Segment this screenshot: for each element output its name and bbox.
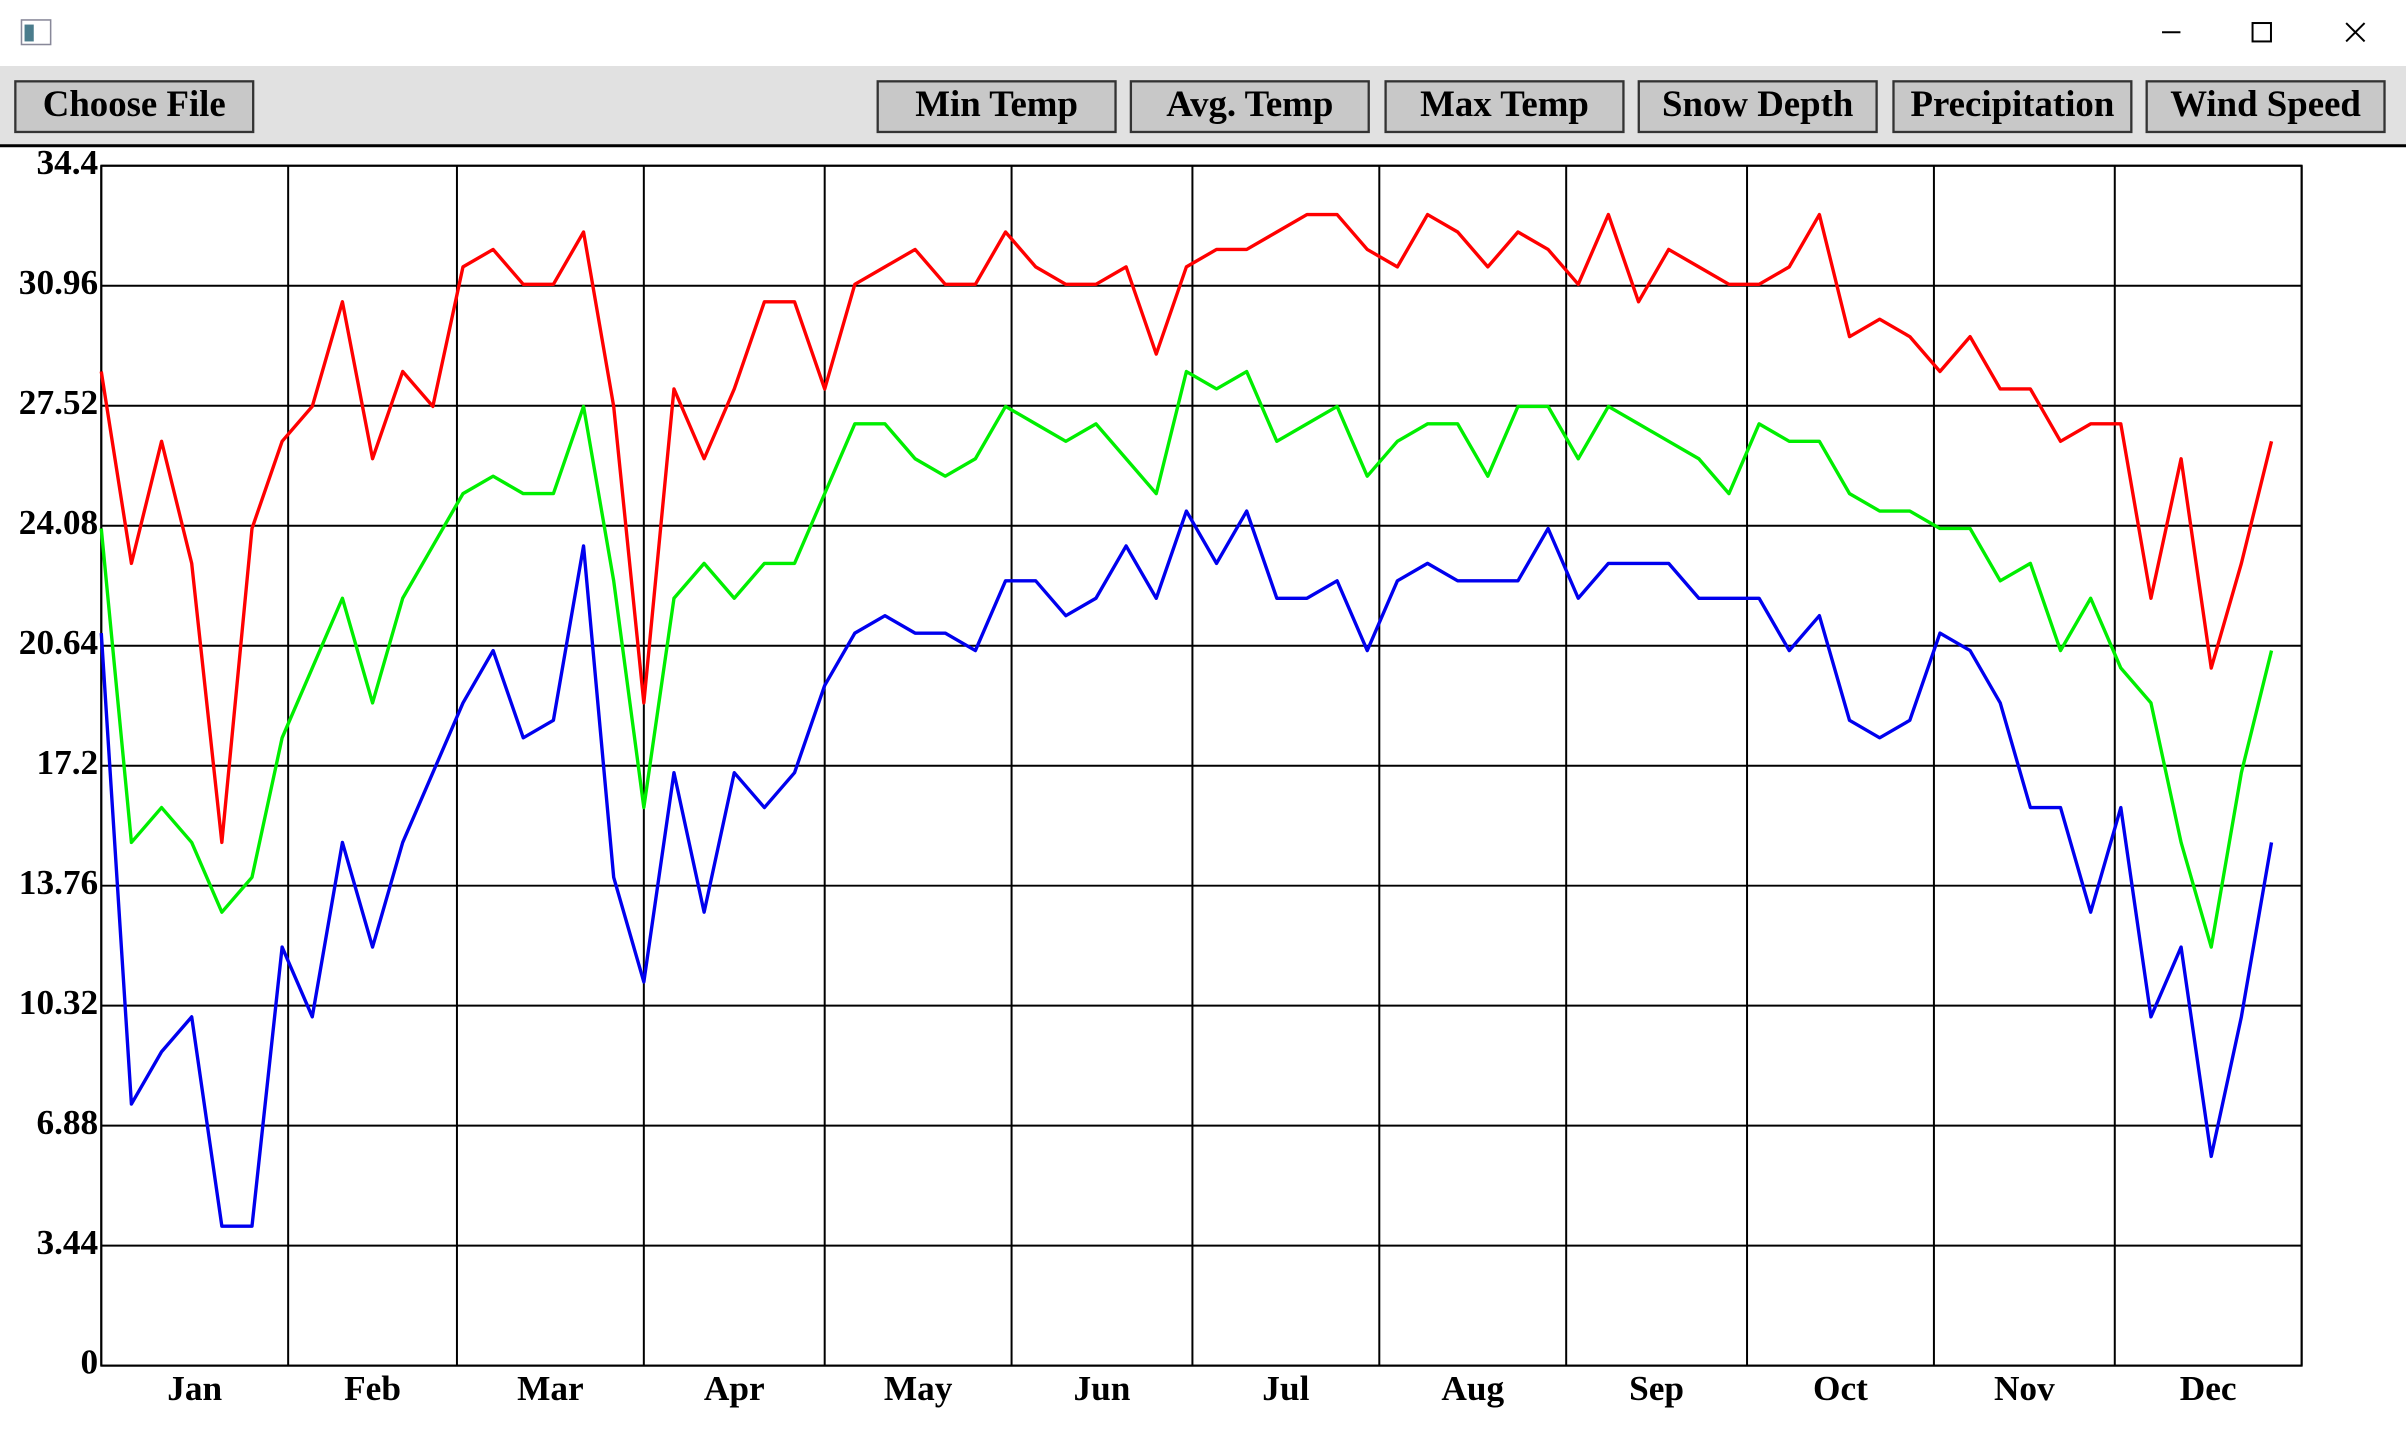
button-label[interactable]: Wind Speed — [2170, 83, 2361, 124]
data-line — [99, 369, 2274, 949]
button-label[interactable]: Choose File — [43, 83, 226, 124]
y-tick-label: 20.64 — [19, 623, 98, 662]
button-label[interactable]: Precipitation — [1911, 83, 2115, 124]
button-label[interactable]: Avg. Temp — [1166, 83, 1333, 124]
y-tick-label: 27.52 — [19, 383, 98, 422]
x-tick-label: Oct — [1813, 1369, 1868, 1408]
button[interactable]: Min Temp — [876, 80, 1117, 134]
button[interactable]: Precipitation — [1892, 80, 2133, 134]
button-face[interactable] — [1129, 80, 1370, 134]
x-tick-label: Aug — [1441, 1369, 1504, 1408]
x-tick-label: May — [884, 1369, 953, 1408]
x-tick-label: Jul — [1262, 1369, 1309, 1408]
y-tick-label: 0 — [81, 1343, 99, 1382]
data-line — [99, 509, 2274, 1228]
x-tick-label: Sep — [1629, 1369, 1684, 1408]
button-face[interactable] — [876, 80, 1117, 134]
x-tick-label: Apr — [704, 1369, 765, 1408]
button-face[interactable] — [1637, 80, 1878, 134]
x-tick-label: Feb — [344, 1369, 401, 1408]
y-tick-label: 6.88 — [36, 1103, 98, 1142]
y-tick-label: 13.76 — [19, 863, 98, 902]
button-face[interactable] — [1384, 80, 1625, 134]
close[interactable] — [2345, 22, 2366, 43]
app-icon — [20, 19, 52, 46]
button-label[interactable]: Min Temp — [915, 83, 1078, 124]
title-bar — [0, 0, 2406, 66]
button[interactable]: Max Temp — [1384, 80, 1625, 134]
y-tick-label: 30.96 — [19, 263, 98, 302]
button-face[interactable] — [14, 80, 255, 134]
button[interactable]: Wind Speed — [2145, 80, 2386, 134]
x-tick-label: Jan — [167, 1369, 222, 1408]
y-tick-label: 10.32 — [19, 983, 98, 1022]
x-tick-label: Mar — [517, 1369, 584, 1408]
x-tick-label: Nov — [1994, 1369, 2055, 1408]
button-label[interactable]: Max Temp — [1420, 83, 1589, 124]
button-face[interactable] — [2145, 80, 2386, 134]
y-tick-label: 17.2 — [36, 743, 98, 782]
button-face[interactable] — [1892, 80, 2133, 134]
x-tick-label: Dec — [2180, 1369, 2237, 1408]
data-line — [99, 212, 2274, 845]
button[interactable]: Snow Depth — [1637, 80, 1878, 134]
button[interactable]: Avg. Temp — [1129, 80, 1370, 134]
y-tick-label: 3.44 — [36, 1223, 98, 1262]
button-label[interactable]: Snow Depth — [1662, 83, 1853, 124]
y-tick-label: 24.08 — [19, 503, 98, 542]
y-tick-label: 34.4 — [36, 143, 98, 182]
button[interactable]: Choose File — [14, 80, 255, 134]
maximize[interactable] — [2251, 22, 2272, 43]
chart-area — [0, 147, 2406, 1445]
x-tick-label: Jun — [1074, 1369, 1131, 1408]
